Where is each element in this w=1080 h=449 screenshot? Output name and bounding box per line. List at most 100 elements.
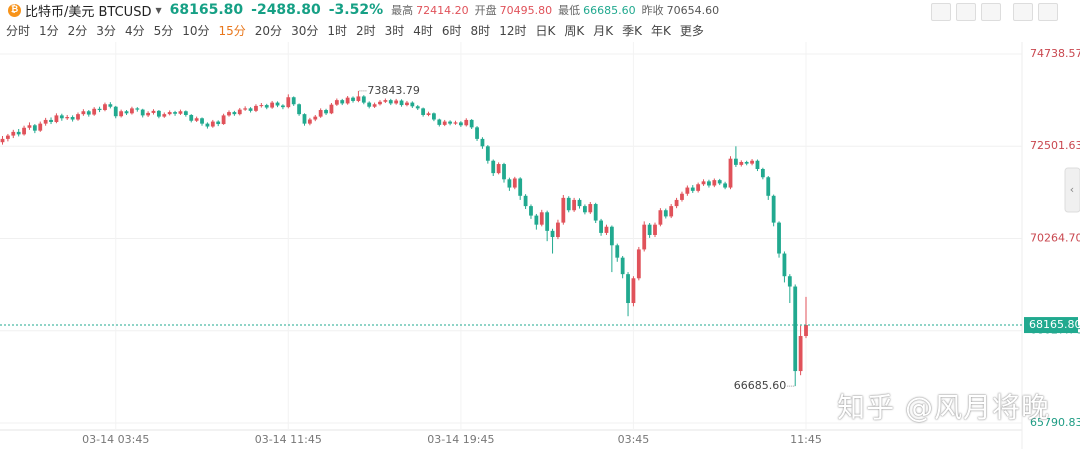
side-panel-toggle[interactable] — [1064, 167, 1080, 213]
candle-body — [0, 138, 5, 143]
stat-value: 72414.20 — [416, 4, 469, 17]
candle-body — [11, 131, 16, 136]
candle-body — [545, 212, 550, 231]
tool-button[interactable] — [931, 3, 951, 21]
candle-body — [372, 104, 377, 107]
candle-body — [566, 197, 571, 211]
candle-body — [113, 106, 118, 117]
candle-body — [243, 108, 248, 110]
candle-body — [146, 112, 151, 116]
candle-body — [286, 97, 291, 108]
timeframe-button[interactable]: 3时 — [384, 24, 405, 38]
timeframe-button[interactable]: 周K — [564, 24, 585, 38]
candle-body — [620, 257, 625, 275]
y-tick-label: 72501.63 — [1030, 139, 1080, 152]
timeframe-button[interactable]: 15分 — [218, 24, 246, 38]
tool-button[interactable] — [1013, 3, 1033, 21]
side-panel-arrow: ‹ — [1070, 183, 1074, 196]
candle-body — [194, 118, 199, 121]
candle-body — [167, 112, 172, 115]
timeframe-button[interactable]: 30分 — [291, 24, 319, 38]
candle-body — [248, 108, 253, 111]
candle-body — [750, 160, 754, 164]
timeframe-button[interactable]: 4分 — [124, 24, 145, 38]
timeframe-button[interactable]: 3分 — [96, 24, 116, 38]
timeframe-button[interactable]: 2分 — [67, 24, 88, 38]
tool-button[interactable] — [981, 3, 1001, 21]
timeframe-button[interactable]: 分时 — [6, 24, 31, 38]
last-price: 68165.80 — [169, 2, 244, 18]
tool-button[interactable] — [956, 3, 976, 21]
candle-body — [32, 125, 37, 131]
candle-body — [254, 105, 258, 111]
candle-body — [70, 117, 75, 120]
candle-body — [674, 199, 679, 207]
timeframe-button[interactable]: 日K — [535, 24, 556, 38]
candle-body — [259, 105, 264, 107]
candle-body — [442, 121, 447, 125]
candle-body — [221, 115, 226, 125]
timeframe-button[interactable]: 1分 — [39, 24, 59, 38]
candle-body — [334, 100, 339, 105]
timeframe-button[interactable]: 6时 — [441, 24, 462, 38]
low-label: 66685.60 — [734, 379, 787, 392]
candle-body — [712, 180, 717, 186]
coin-icon: ₿ — [8, 3, 21, 17]
candle-body — [604, 226, 609, 233]
timeframe-button[interactable]: 1时 — [327, 24, 347, 38]
candle-body — [383, 100, 388, 102]
candle-body — [523, 195, 528, 207]
x-tick-label: 11:45 — [790, 433, 822, 446]
candle-body — [485, 146, 490, 161]
candle-body — [173, 112, 177, 114]
candle-body — [453, 122, 458, 124]
candle-body — [275, 102, 280, 106]
candle-body — [469, 119, 474, 128]
candle-body — [556, 222, 560, 238]
candle-body — [491, 160, 496, 174]
high-label: 73843.79 — [367, 84, 420, 97]
stat-value: 70654.60 — [666, 4, 720, 17]
timeframe-button[interactable]: 12时 — [499, 24, 527, 38]
tool-button[interactable] — [1038, 3, 1058, 21]
candle-body — [65, 117, 70, 119]
candle-body — [86, 111, 91, 115]
candle-body — [507, 179, 512, 188]
candle-body — [793, 286, 798, 372]
candle-body — [685, 187, 690, 194]
timeframe-button[interactable]: 20分 — [254, 24, 283, 38]
candle-body — [38, 123, 43, 131]
candle-body — [480, 138, 485, 147]
candle-body — [405, 102, 409, 106]
symbol-title[interactable]: 比特币/美元 BTCUSD — [25, 4, 152, 20]
timeframe-button[interactable]: 8时 — [470, 24, 491, 38]
candle-body — [97, 108, 102, 111]
x-tick-label: 03:45 — [618, 433, 650, 446]
candle-body — [787, 276, 792, 287]
candle-body — [755, 160, 760, 169]
candle-body — [394, 100, 399, 104]
candle-body — [324, 110, 328, 114]
timeframe-button[interactable]: 年K — [650, 24, 671, 38]
timeframe-button[interactable]: 2时 — [355, 24, 376, 38]
candle-body — [733, 158, 738, 165]
symbol-caret[interactable]: ▼ — [155, 5, 162, 15]
candle-body — [658, 210, 663, 225]
timeframe-button[interactable]: 季K — [622, 24, 642, 38]
candle-body — [264, 105, 269, 108]
candle-body — [529, 206, 533, 216]
x-tick-label: 03-14 03:45 — [82, 433, 149, 446]
timeframe-button[interactable]: 10分 — [182, 24, 210, 38]
timeframe-button[interactable]: 更多 — [679, 24, 704, 38]
candle-body — [599, 220, 603, 233]
timeframe-button[interactable]: 5分 — [153, 24, 174, 38]
timeframe-button[interactable]: 4时 — [413, 24, 433, 38]
candle-body — [5, 135, 10, 139]
y-tick-label: 70264.70 — [1030, 231, 1080, 244]
candle-body — [378, 101, 382, 105]
timeframe-button[interactable]: 月K — [593, 24, 614, 38]
x-tick-label: 03-14 19:45 — [427, 433, 494, 446]
candle-body — [108, 104, 113, 107]
